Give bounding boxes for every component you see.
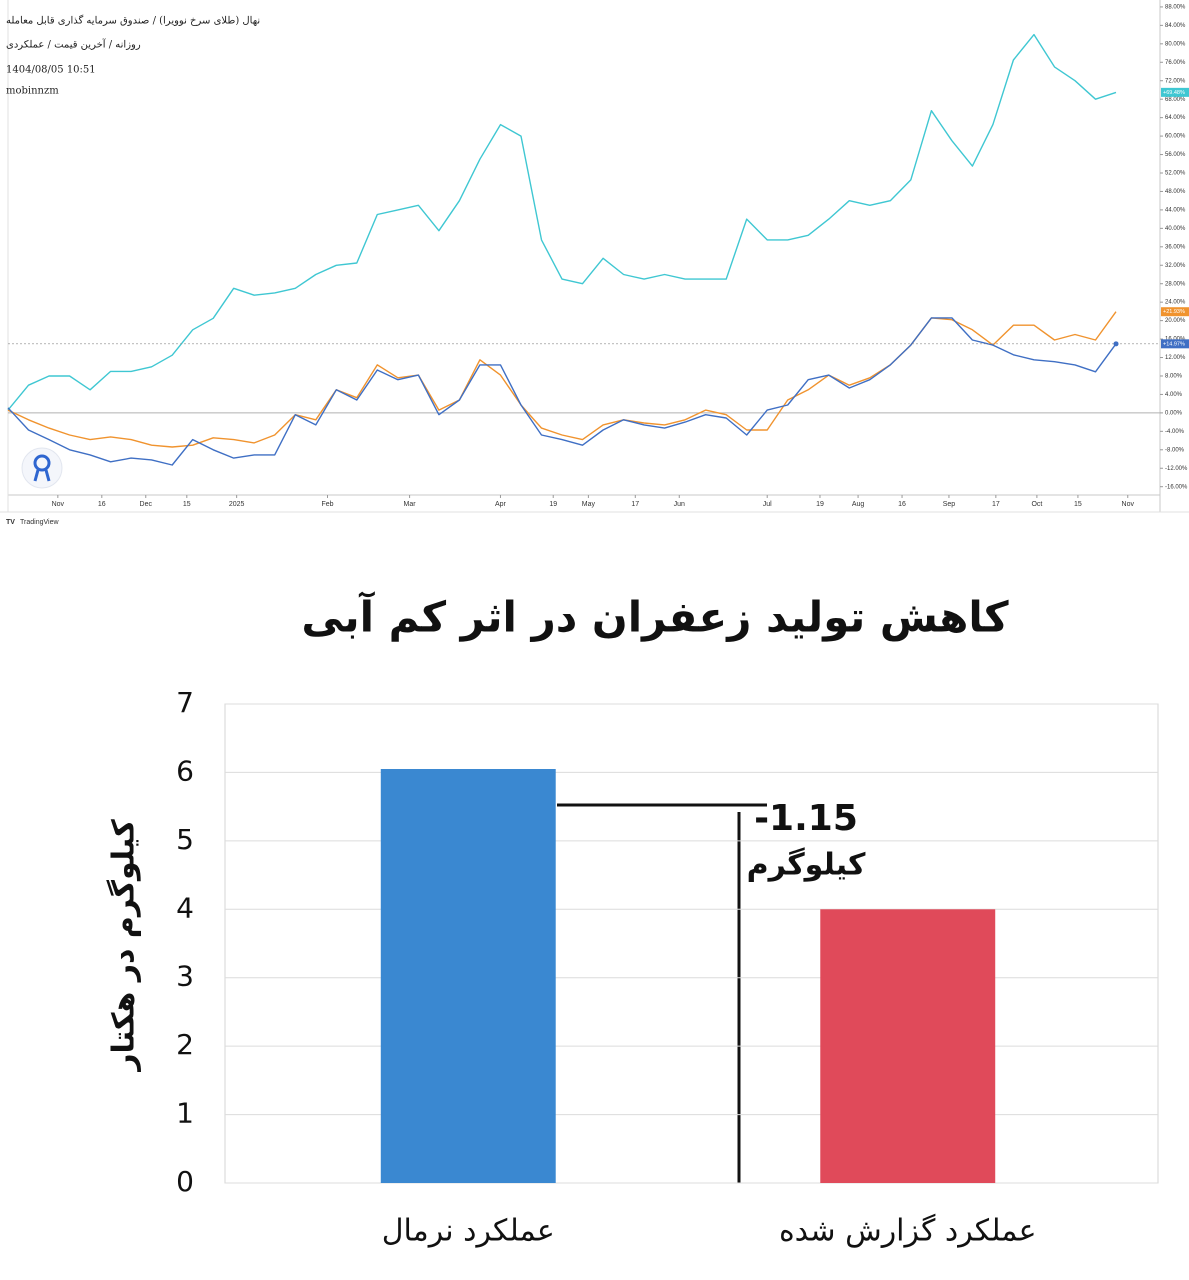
y-tick-label: 12.00% [1165,355,1186,361]
y-tick-label: 36.00% [1165,244,1186,250]
x-tick-label: عملکرد گزارش شده [779,1214,1037,1249]
x-tick-label: Mar [404,501,417,508]
y-tick-label: 40.00% [1165,226,1186,232]
x-tick-label: 2025 [229,501,245,508]
x-tick-label: Dec [140,501,153,508]
last-value-label: +14.97% [1163,341,1185,347]
y-tick-label: -16.00% [1165,484,1188,490]
chart-title: کاهش تولید زعفران در اثر کم آبی [301,592,1009,643]
x-tick-label: Nov [1122,501,1135,508]
x-tick-label: عملکرد نرمال [382,1214,555,1249]
difference-annotation: -1.15 [754,798,858,839]
bar [820,909,996,1183]
y-tick-label: 44.00% [1165,207,1186,213]
y-tick-label: 32.00% [1165,263,1186,269]
y-tick-label: 56.00% [1165,152,1186,158]
x-tick-label: May [582,501,596,508]
watermark-logo [21,447,63,489]
y-tick-label: 3 [176,960,194,993]
x-tick-label: 19 [549,501,557,508]
y-tick-label: 80.00% [1165,41,1186,47]
chart-title: نهال (طلای سرخ نوویرا) / صندوق سرمایه گذ… [6,15,260,27]
y-tick-label: 20.00% [1165,318,1186,324]
x-tick-label: 15 [1074,501,1082,508]
y-tick-label: 28.00% [1165,281,1186,287]
x-tick-label: Aug [852,501,865,508]
x-tick-label: 15 [183,501,191,508]
source-logo: TV [6,519,15,526]
y-tick-label: 48.00% [1165,189,1186,195]
y-tick-label: -12.00% [1165,466,1188,472]
y-tick-label: 76.00% [1165,60,1186,66]
y-tick-label: 6 [176,754,194,787]
y-tick-label: 1 [176,1097,194,1130]
x-tick-label: 17 [992,501,1000,508]
series-line [7,317,1117,466]
last-point [1113,341,1119,347]
source-label: TradingView [20,519,59,526]
chart-subtitle: روزانه / آخرین قیمت / عملکردی [6,38,141,51]
y-tick-label: 4.00% [1165,392,1183,398]
y-tick-label: 84.00% [1165,23,1186,29]
y-tick-label: 68.00% [1165,97,1186,103]
bar [380,769,556,1183]
y-tick-label: 88.00% [1165,4,1186,10]
timestamp: 1404/08/05 10:51 [6,65,96,76]
last-value-label: +69.48% [1163,90,1185,96]
x-tick-label: Apr [495,501,507,508]
y-tick-label: 52.00% [1165,171,1186,177]
last-value-tag [1161,339,1189,349]
last-value-label: +21.93% [1163,309,1185,315]
x-tick-label: Jun [674,501,685,508]
y-tick-label: 0.00% [1165,410,1183,416]
y-tick-label: -8.00% [1165,447,1185,453]
x-tick-label: 19 [816,501,824,508]
y-tick-label: 7 [176,686,194,719]
y-tick-label: 64.00% [1165,115,1186,121]
x-tick-label: Feb [321,501,333,508]
x-tick-label: Jul [763,501,772,508]
y-tick-label: 72.00% [1165,78,1186,84]
series-line [7,33,1117,411]
last-value-tag [1161,87,1189,97]
x-tick-label: Nov [52,501,65,508]
x-tick-label: Sep [943,501,956,508]
y-tick-label: -4.00% [1165,429,1185,435]
y-tick-label: 2 [176,1028,194,1061]
difference-unit: کیلوگرم [747,847,866,883]
y-tick-label: 24.00% [1165,300,1186,306]
y-tick-label: 60.00% [1165,134,1186,140]
author: mobinnzm [6,86,59,97]
x-tick-label: Oct [1031,501,1042,508]
y-tick-label: 8.00% [1165,374,1183,380]
y-tick-label: 5 [176,823,194,856]
x-tick-label: 16 [98,501,106,508]
y-tick-label: 4 [176,891,194,924]
last-value-tag [1161,307,1189,317]
x-tick-label: 16 [898,501,906,508]
x-tick-label: 17 [631,501,639,508]
y-axis-label: کیلوگرم در هکتار [106,819,142,1073]
y-tick-label: 0 [176,1165,194,1198]
